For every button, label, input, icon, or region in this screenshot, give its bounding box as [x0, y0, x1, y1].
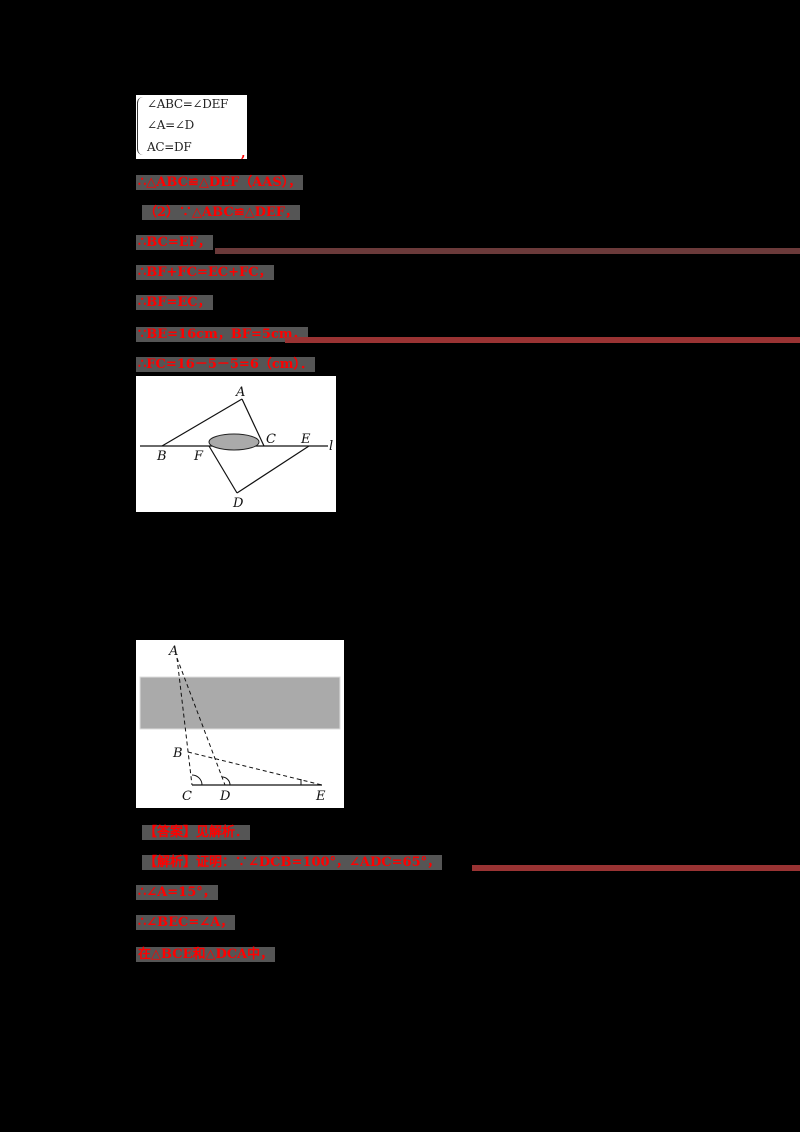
- label-B: B: [156, 449, 167, 464]
- solution-line: ∴BF+FC=EC+FC，: [136, 265, 274, 280]
- solution-line: ∴△ABC≌△DEF（AAS），: [136, 175, 304, 190]
- solution-line: ∴FC=16－5－5=6（cm）．: [136, 357, 316, 372]
- equation-system-image: ∠ABC=∠DEF ∠A=∠D AC=DF: [136, 95, 247, 159]
- obstacle-ellipse: [208, 433, 260, 451]
- label-E: E: [300, 432, 311, 447]
- answer-line: 【答案】见解析．: [142, 825, 251, 840]
- label-l: l: [329, 439, 333, 454]
- solution-line: ∵BE=16cm，BF=5cm，: [136, 327, 308, 342]
- label-A: A: [235, 385, 245, 400]
- label-B: B: [172, 746, 183, 761]
- label-F: F: [193, 449, 204, 464]
- equation-row-2: ∠A=∠D: [147, 118, 194, 132]
- solution-line: ∴BF=EC，: [136, 295, 213, 310]
- equation-trailing-comma: ,: [241, 146, 246, 161]
- label-D: D: [232, 496, 244, 511]
- equation-row-3: AC=DF: [147, 140, 192, 154]
- solution-line: 在△BCE和△DCA中，: [136, 947, 276, 962]
- horizontal-rule: [285, 337, 800, 343]
- river-band: [139, 676, 341, 730]
- horizontal-rule: [472, 865, 800, 871]
- label-C: C: [182, 789, 192, 804]
- solution-line: ∴BC=EF，: [136, 235, 213, 250]
- solution-line: ∴∠BEC=∠A，: [136, 915, 236, 930]
- geometry-figure-1: A B C D E F l: [136, 376, 336, 512]
- equation-row-1: ∠ABC=∠DEF: [147, 97, 229, 111]
- left-brace: [137, 97, 144, 155]
- analysis-line: 【解析】证明：∵∠DCB=100°，∠ADC=65°，: [142, 855, 443, 870]
- label-D: D: [219, 789, 231, 804]
- label-E: E: [315, 789, 326, 804]
- label-A: A: [168, 644, 178, 659]
- horizontal-rule: [215, 248, 800, 254]
- solution-line: ∴∠A=15°，: [136, 885, 218, 900]
- geometry-figure-2: A B C D E: [136, 640, 344, 808]
- solution-line: （2）∵△ABC≌△DEF，: [142, 205, 301, 220]
- label-C: C: [266, 432, 276, 447]
